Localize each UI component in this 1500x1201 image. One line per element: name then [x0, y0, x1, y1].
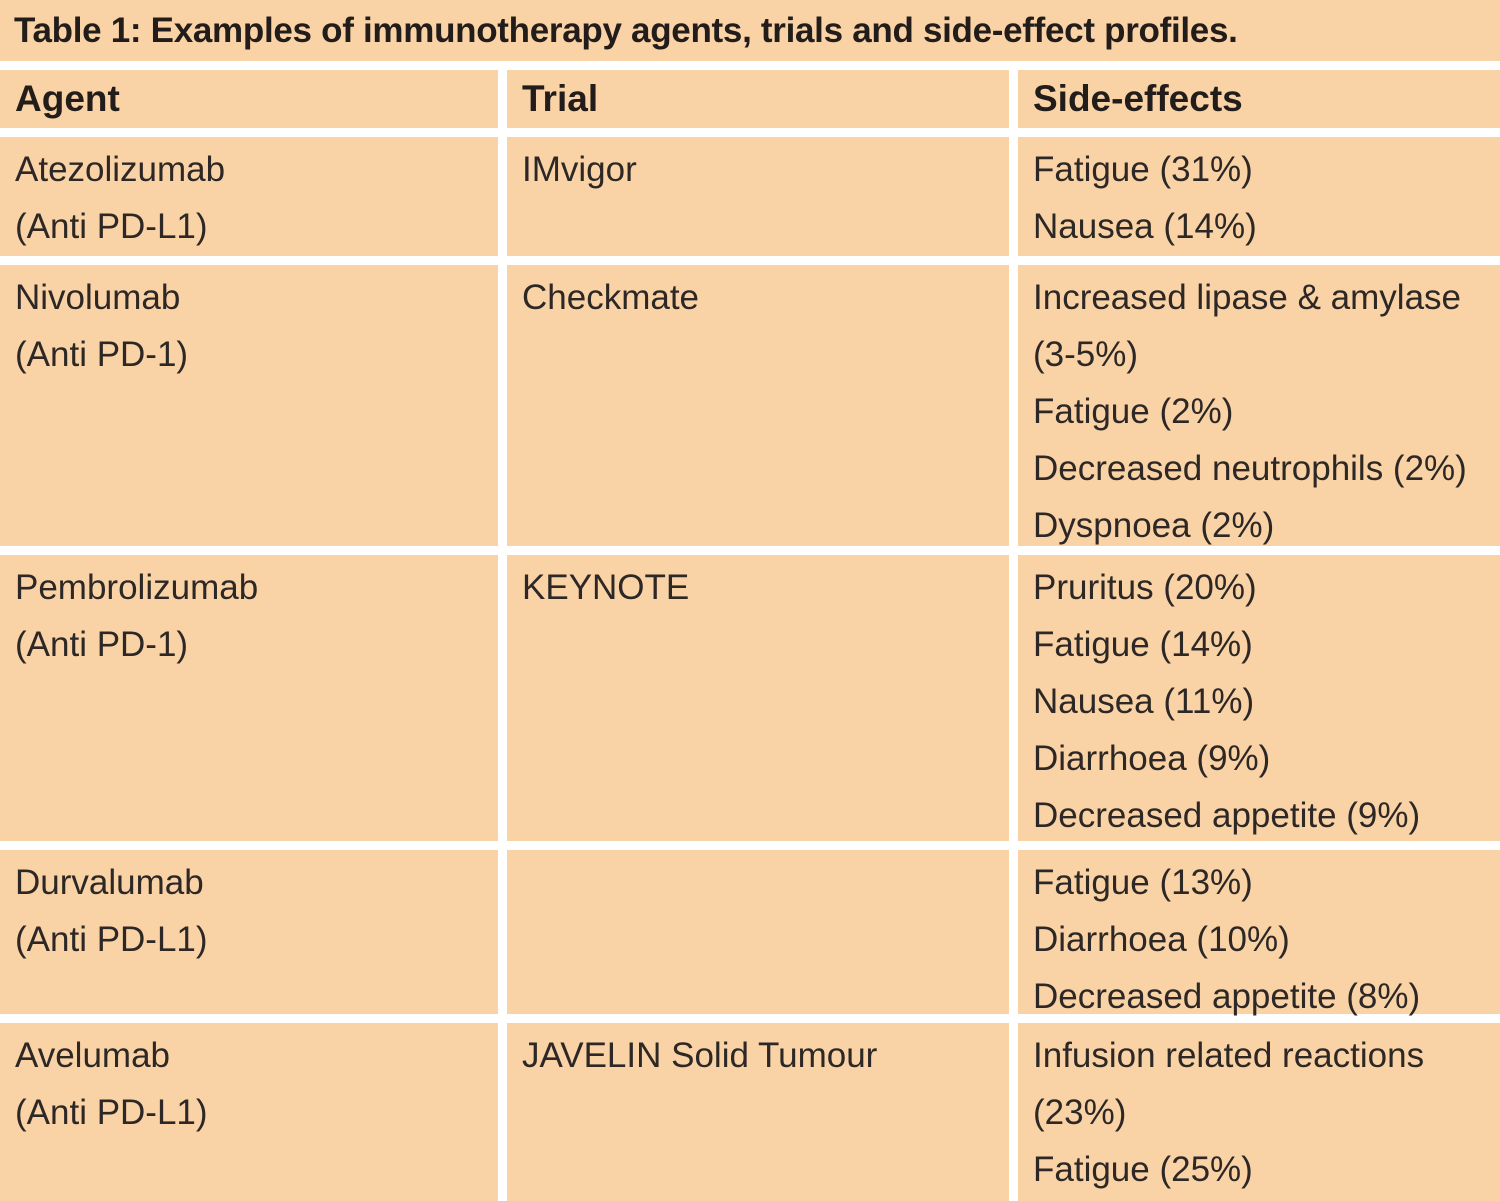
trial-cell: JAVELIN Solid Tumour [507, 1023, 1009, 1201]
side-effect-item: Fatigue (31%) [1033, 150, 1253, 189]
agent-class: (Anti PD-L1) [15, 207, 208, 246]
side-effects-cell: Fatigue (13%) Diarrhoea (10%) Decreased ap… [1018, 850, 1500, 1016]
side-effects-cell: Fatigue (31%) Nausea (14%) [1018, 137, 1500, 256]
side-effects-cell: Pruritus (20%) Fatigue (14%) Nausea (11%) D… [1018, 555, 1500, 841]
agent-class: (Anti PD-L1) [15, 1093, 208, 1132]
column-header-side-effects: Side-effects [1018, 70, 1500, 128]
side-effects-cell: Increased lipase & amylase (3-5%) Fatigue… [1018, 265, 1500, 546]
side-effect-item: Decreased appetite (9%) [1033, 796, 1421, 835]
column-header-trial: Trial [507, 70, 1009, 128]
agent-name: Durvalumab [15, 863, 204, 902]
side-effect-item: Infusion related reactions (23%) [1033, 1036, 1425, 1132]
agent-cell: Nivolumab (Anti PD-1) [0, 265, 498, 546]
agent-class: (Anti PD-L1) [15, 920, 208, 959]
side-effect-item: Diarrhoea (9%) [1033, 739, 1271, 778]
agent-name: Avelumab [15, 1036, 171, 1075]
trial-name: KEYNOTE [522, 568, 690, 607]
side-effect-item: Nausea (11%) [1033, 682, 1255, 721]
trial-name: JAVELIN Solid Tumour [522, 1036, 878, 1075]
side-effect-item: Fatigue (25%) [1033, 1150, 1253, 1189]
side-effect-item: Fatigue (14%) [1033, 625, 1253, 664]
agent-cell: Pembrolizumab (Anti PD-1) [0, 555, 498, 841]
agent-cell: Durvalumab (Anti PD-L1) [0, 850, 498, 1014]
side-effect-item: Fatigue (2%) [1033, 392, 1234, 431]
agent-name: Pembrolizumab [15, 568, 259, 607]
side-effect-item: Diarrhoea (10%) [1033, 920, 1290, 959]
trial-name: Checkmate [522, 278, 700, 317]
trial-name [522, 854, 995, 911]
agent-class: (Anti PD-1) [15, 625, 189, 664]
side-effects-cell: Infusion related reactions (23%) Fatigue … [1018, 1023, 1500, 1201]
side-effect-item: Pruritus (20%) [1033, 568, 1257, 607]
agent-name: Nivolumab [15, 278, 181, 317]
side-effect-item: Fatigue (13%) [1033, 863, 1253, 902]
trial-cell: IMvigor [507, 137, 1009, 256]
trial-cell: KEYNOTE [507, 555, 1009, 841]
column-header-agent: Agent [0, 70, 498, 128]
side-effect-item: Dyspnoea (2%) [1033, 506, 1275, 545]
side-effect-item: Nausea (14%) [1033, 207, 1257, 246]
agent-cell: Avelumab (Anti PD-L1) [0, 1023, 498, 1201]
side-effect-item: Decreased appetite (8%) [1033, 977, 1421, 1016]
trial-name: IMvigor [522, 150, 637, 189]
agent-name: Atezolizumab [15, 150, 226, 189]
agent-class: (Anti PD-1) [15, 335, 189, 374]
table-title: Table 1: Examples of immunotherapy agent… [0, 0, 1500, 61]
trial-cell [507, 850, 1009, 1014]
side-effect-item: Increased lipase & amylase (3-5%) [1033, 278, 1461, 374]
side-effect-item: Decreased neutrophils (2%) [1033, 449, 1467, 488]
agent-cell: Atezolizumab (Anti PD-L1) [0, 137, 498, 256]
trial-cell: Checkmate [507, 265, 1009, 546]
